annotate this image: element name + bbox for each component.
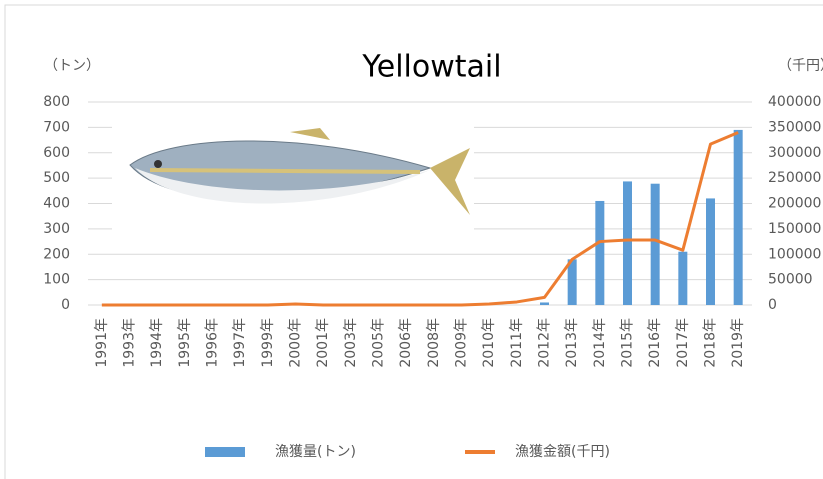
- chart: Yellowtail （トン） （千円） 0 100 200 300 400 500 600…: [0, 0, 823, 479]
- y2-tick-label: 100000: [768, 246, 821, 262]
- x-tick-label: 2016年: [647, 318, 663, 368]
- legend-swatch: [205, 447, 245, 457]
- y2-tick-label: 350000: [768, 119, 821, 135]
- x-tick-label: 1994年: [149, 318, 165, 368]
- chart-title: Yellowtail: [361, 50, 501, 85]
- y-tick-label: 0: [61, 297, 70, 313]
- y-tick-label: 800: [43, 94, 70, 110]
- y2-tick-label: 200000: [768, 196, 821, 212]
- y2-tick-label: 0: [768, 297, 777, 313]
- y-tick-label: 300: [43, 221, 70, 237]
- legend-label: 漁獲金額(千円): [515, 444, 610, 460]
- x-tick-label: 2005年: [371, 318, 387, 368]
- y2-tick-label: 300000: [768, 145, 821, 161]
- x-tick-label: 2008年: [426, 318, 442, 368]
- x-tick-label: 2015年: [620, 318, 636, 368]
- x-tick-label: 2000年: [288, 318, 304, 368]
- legend-label: 漁獲量(トン): [275, 444, 356, 460]
- y-tick-label: 600: [43, 145, 70, 161]
- x-tick-label: 2003年: [343, 318, 359, 368]
- x-tick-label: 1991年: [94, 318, 110, 368]
- y-tick-label: 500: [43, 170, 70, 186]
- bar: [734, 130, 743, 305]
- y2-tick-label: 150000: [768, 221, 821, 237]
- x-tick-label: 2012年: [537, 318, 553, 368]
- bar: [540, 302, 549, 305]
- x-tick-label: 2006年: [398, 318, 414, 368]
- y2-axis-label: （千円）: [778, 58, 823, 74]
- bar: [623, 181, 632, 305]
- y-tick-label: 700: [43, 119, 70, 135]
- x-tick-label: 1995年: [177, 318, 193, 368]
- x-tick-label: 2009年: [454, 318, 470, 368]
- y-tick-label: 400: [43, 196, 70, 212]
- x-tick-label: 2013年: [564, 318, 580, 368]
- bar: [595, 201, 604, 305]
- x-tick-label: 1999年: [260, 318, 276, 368]
- bar: [651, 184, 660, 305]
- x-tick-label: 2001年: [315, 318, 331, 368]
- x-tick-label: 2011年: [509, 318, 525, 368]
- y-tick-label: 200: [43, 246, 70, 262]
- x-tick-label: 2019年: [730, 318, 746, 368]
- y-axis-label: （トン）: [44, 58, 100, 74]
- y2-tick-label: 250000: [768, 170, 821, 186]
- fish-image: [112, 118, 474, 230]
- x-tick-label: 2017年: [675, 318, 691, 368]
- x-tick-label: 1996年: [205, 318, 221, 368]
- x-tick-label: 1997年: [232, 318, 248, 368]
- bar: [706, 198, 715, 305]
- y2-tick-label: 50000: [768, 272, 813, 288]
- x-tick-label: 1993年: [122, 318, 138, 368]
- y-tick-label: 100: [43, 272, 70, 288]
- bar: [678, 252, 687, 305]
- x-tick-label: 2014年: [592, 318, 608, 368]
- x-tick-label: 2018年: [703, 318, 719, 368]
- x-tick-label: 2010年: [481, 318, 497, 368]
- y2-tick-label: 400000: [768, 94, 821, 110]
